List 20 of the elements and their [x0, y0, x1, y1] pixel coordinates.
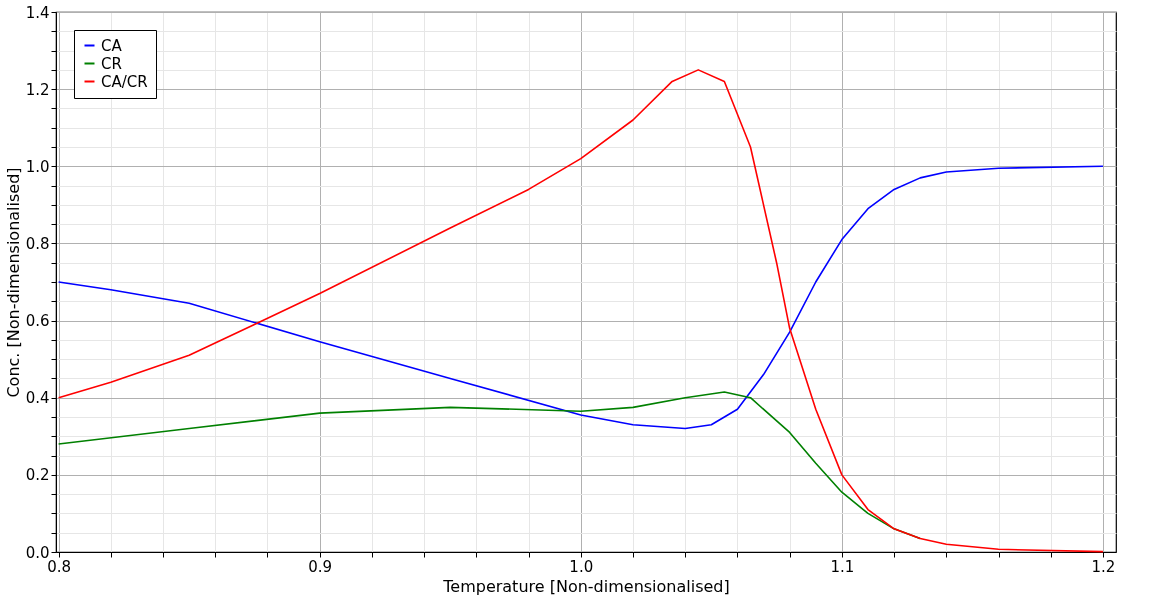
y-tick-label: 0.4	[25, 389, 50, 408]
x-axis-title: Temperature [Non-dimensionalised]	[442, 576, 730, 596]
line-series	[57, 69, 1104, 553]
legend-label: CR	[101, 54, 122, 73]
y-tick-label: 0.2	[25, 466, 50, 485]
x-tick-label: 0.9	[308, 557, 333, 576]
legend-label: CA/CR	[101, 72, 148, 91]
x-tick-label: 0.8	[47, 557, 72, 576]
y-axis-title: Conc. [Non-dimensionalised]	[3, 167, 23, 398]
y-tick-label: 0.0	[25, 543, 50, 562]
y-tick-label: 1.2	[25, 80, 50, 99]
x-tick-label: 1.0	[569, 557, 594, 576]
y-tick-label: 1.4	[25, 3, 50, 22]
x-tick-label: 1.1	[830, 557, 855, 576]
x-tick-label: 1.2	[1091, 557, 1116, 576]
legend-label: CA	[101, 36, 123, 55]
y-tick-label: 1.0	[25, 157, 50, 176]
y-tick-label: 0.8	[25, 234, 50, 253]
line-series	[57, 165, 1104, 430]
y-tick-label: 0.6	[25, 312, 50, 331]
